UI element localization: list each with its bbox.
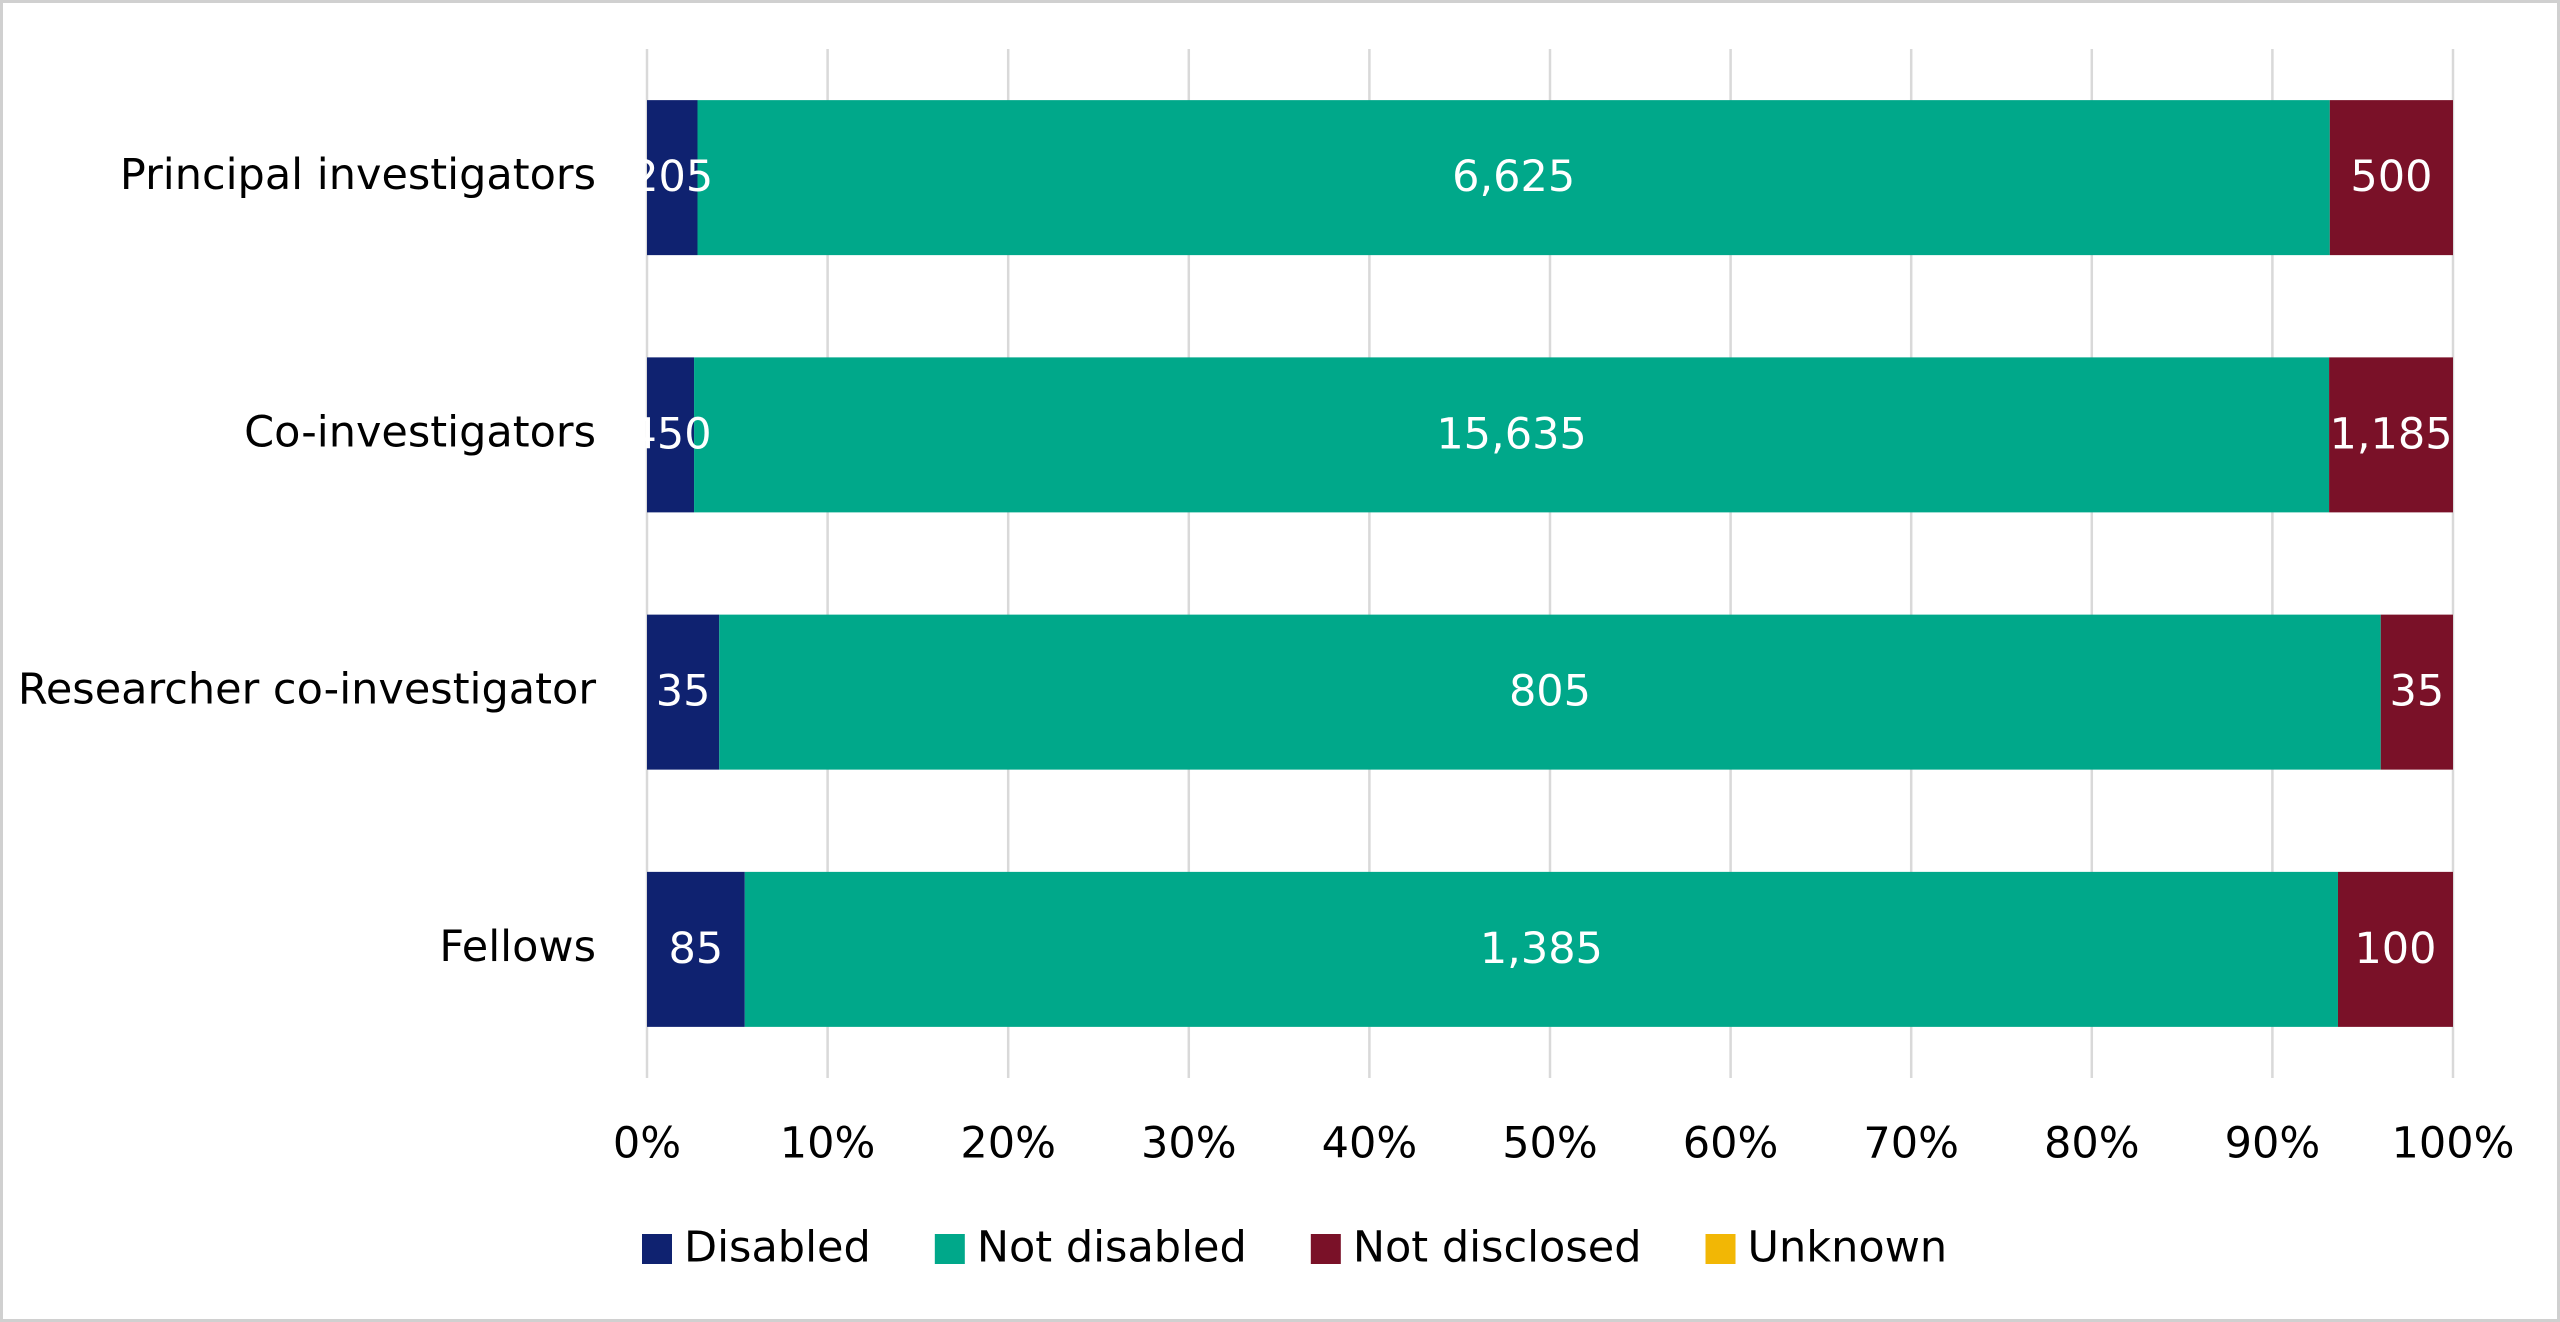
data-label: 450 bbox=[629, 409, 711, 459]
legend-label: Not disclosed bbox=[1353, 1223, 1642, 1273]
y-tick-label: Principal investigators bbox=[120, 150, 596, 200]
bar-segment bbox=[2329, 100, 2453, 256]
bar-segment bbox=[647, 614, 720, 770]
data-label: 100 bbox=[2354, 924, 2436, 974]
data-label: 205 bbox=[631, 152, 713, 202]
x-tick-label: 100% bbox=[2392, 1119, 2515, 1169]
bar-segment bbox=[2337, 871, 2453, 1027]
legend: Disabled Not disabled Not disclosed Unknown bbox=[642, 1223, 1947, 1273]
x-tick-label: 70% bbox=[1863, 1119, 1959, 1169]
y-tick-label: Fellows bbox=[439, 922, 596, 972]
data-label: 1,185 bbox=[2329, 409, 2452, 459]
legend-label: Unknown bbox=[1748, 1223, 1948, 1273]
legend-label: Not disabled bbox=[977, 1223, 1247, 1273]
data-label: 1,385 bbox=[1480, 924, 1603, 974]
bar-segment bbox=[697, 100, 2330, 256]
x-tick-label: 20% bbox=[960, 1119, 1056, 1169]
bar-segment bbox=[2329, 357, 2453, 513]
legend-swatch bbox=[934, 1234, 965, 1264]
bar-segment bbox=[719, 614, 2381, 770]
data-label: 6,625 bbox=[1452, 152, 1575, 202]
bar-segment bbox=[647, 871, 745, 1027]
legend-swatch bbox=[1705, 1234, 1736, 1264]
data-label: 500 bbox=[2350, 152, 2432, 202]
bar-segment bbox=[647, 100, 698, 256]
x-tick-label: 50% bbox=[1502, 1119, 1598, 1169]
bar-segment bbox=[2380, 614, 2453, 770]
x-tick-label: 40% bbox=[1322, 1119, 1418, 1169]
x-tick-label: 10% bbox=[780, 1119, 876, 1169]
x-tick-label: 90% bbox=[2225, 1119, 2321, 1169]
bar-segment bbox=[694, 357, 2330, 513]
data-label: 805 bbox=[1509, 667, 1591, 717]
data-label: 35 bbox=[2390, 667, 2445, 717]
data-label: 35 bbox=[656, 667, 711, 717]
x-tick-label: 60% bbox=[1683, 1119, 1779, 1169]
x-tick-label: 0% bbox=[613, 1119, 681, 1169]
data-label: 15,635 bbox=[1436, 409, 1586, 459]
legend-swatch bbox=[642, 1234, 672, 1264]
labels: 0% 10% 20% 30% 40% 50% 60% 70% 80% 90% 100% Princip… bbox=[18, 150, 2515, 1168]
bar-segment bbox=[647, 357, 695, 513]
bars bbox=[647, 100, 2453, 1027]
y-tick-label: Researcher co-investigator bbox=[18, 665, 596, 715]
x-tick-label: 80% bbox=[2044, 1119, 2140, 1169]
legend-swatch bbox=[1310, 1234, 1341, 1264]
y-tick-label: Co-investigators bbox=[244, 407, 596, 457]
bar-segment bbox=[744, 871, 2338, 1027]
x-tick-label: 30% bbox=[1141, 1119, 1237, 1169]
data-label: 85 bbox=[669, 924, 724, 974]
legend-label: Disabled bbox=[684, 1223, 871, 1273]
